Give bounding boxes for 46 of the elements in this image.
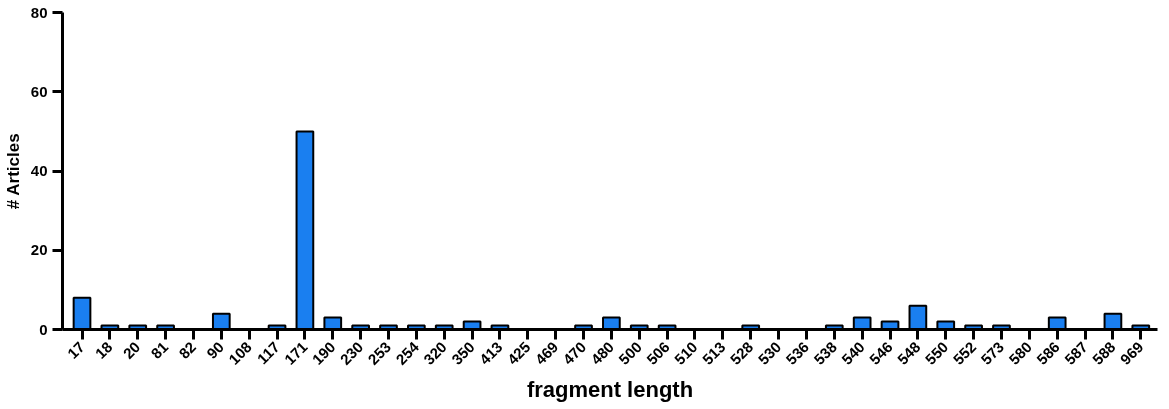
x-tick-label: 536 (782, 338, 813, 368)
x-tick-label: 81 (147, 338, 172, 362)
x-tick-label: 528 (726, 338, 757, 368)
x-tick-label: 530 (754, 338, 785, 368)
x-tick-label: 469 (531, 338, 562, 368)
x-tick-label: 117 (253, 338, 283, 368)
x-tick-label: 587 (1061, 338, 1091, 368)
x-tick-label: 320 (420, 338, 450, 368)
x-tick-label: 510 (670, 338, 701, 368)
x-tick-label: 470 (559, 338, 590, 368)
x-tick-label: 17 (63, 338, 88, 362)
y-tick-label: 80 (30, 3, 48, 21)
x-tick-label: 171 (280, 338, 311, 368)
x-tick-label: 413 (475, 338, 506, 368)
x-tick-label: 552 (949, 338, 980, 368)
x-tick-label: 969 (1116, 338, 1147, 368)
x-tick-label: 586 (1033, 338, 1063, 368)
x-tick-label: 350 (448, 338, 478, 368)
x-tick-label: 580 (1005, 338, 1035, 368)
x-tick-label: 230 (336, 338, 367, 368)
x-tick-label: 253 (364, 338, 395, 368)
x-tick-label: 540 (838, 338, 868, 368)
x-tick-label: 108 (225, 338, 255, 368)
y-axis-title: # Articles (3, 133, 23, 210)
x-tick-label: 546 (865, 338, 896, 368)
x-tick-label: 254 (392, 337, 423, 368)
y-tick-label: 20 (30, 241, 48, 259)
x-tick-label: 538 (810, 338, 840, 368)
x-tick-label: 500 (615, 338, 645, 368)
y-tick-label: 40 (30, 162, 48, 179)
x-tick-label: 425 (503, 338, 534, 368)
x-tick-label: 18 (91, 338, 116, 362)
x-tick-label: 506 (643, 338, 673, 368)
x-tick-label: 90 (203, 338, 227, 362)
x-tick-label: 550 (921, 338, 952, 368)
x-tick-label: 588 (1088, 338, 1119, 368)
x-tick-label: 82 (175, 338, 200, 362)
x-tick-label: 190 (308, 338, 339, 368)
x-tick-label: 548 (893, 338, 924, 368)
x-tick-label: 513 (698, 338, 729, 368)
x-tick-label: 20 (119, 338, 144, 362)
y-tick-label: 0 (39, 320, 48, 338)
x-tick-label: 480 (587, 338, 618, 368)
x-tick-label: 573 (977, 338, 1008, 368)
y-tick-label: 60 (30, 82, 48, 100)
x-axis-title: fragment length (526, 377, 694, 403)
